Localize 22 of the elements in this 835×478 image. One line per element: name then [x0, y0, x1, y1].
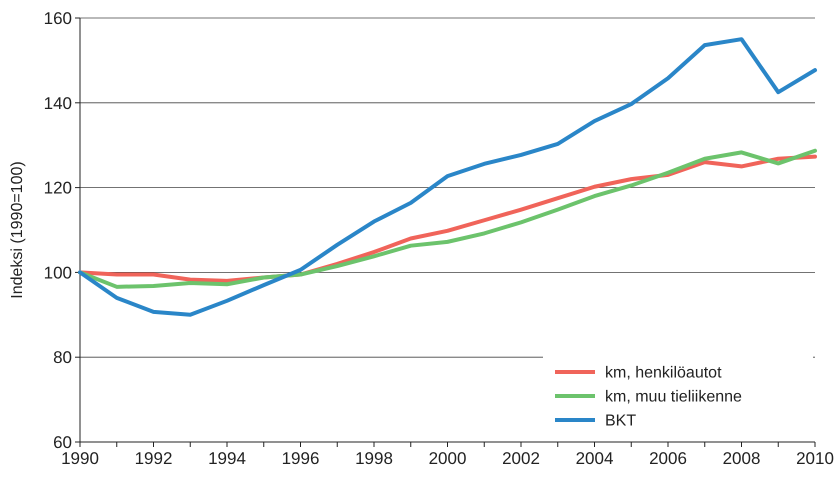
x-tick-label: 2010: [796, 449, 834, 468]
x-tick-label: 2002: [502, 449, 540, 468]
y-tick-label: 120: [44, 178, 72, 198]
x-tick-label: 2004: [576, 449, 614, 468]
legend-label: BKT: [605, 412, 636, 430]
y-tick-label: 100: [44, 263, 72, 282]
x-tick-label: 1992: [134, 449, 172, 468]
x-tick-label: 2008: [722, 449, 760, 468]
x-tick-label: 1990: [61, 449, 99, 468]
y-tick-label: 160: [44, 8, 72, 28]
x-tick-label: 1994: [208, 449, 246, 468]
x-tick-label: 1996: [282, 449, 320, 468]
line-series: [78, 37, 817, 317]
y-tick-label: 140: [44, 94, 72, 113]
legend-label: km, henkilöautot: [605, 364, 722, 382]
y-tick-label: 60: [53, 432, 72, 452]
x-tick-label: 2000: [428, 449, 466, 468]
x-tick-label: 2006: [649, 449, 687, 468]
y-axis-title: Indeksi (1990=100): [9, 161, 26, 299]
y-tick-label: 80: [53, 348, 72, 368]
x-tick-label: 1998: [355, 449, 393, 468]
legend-label: km, muu tieliikenne: [605, 388, 742, 406]
